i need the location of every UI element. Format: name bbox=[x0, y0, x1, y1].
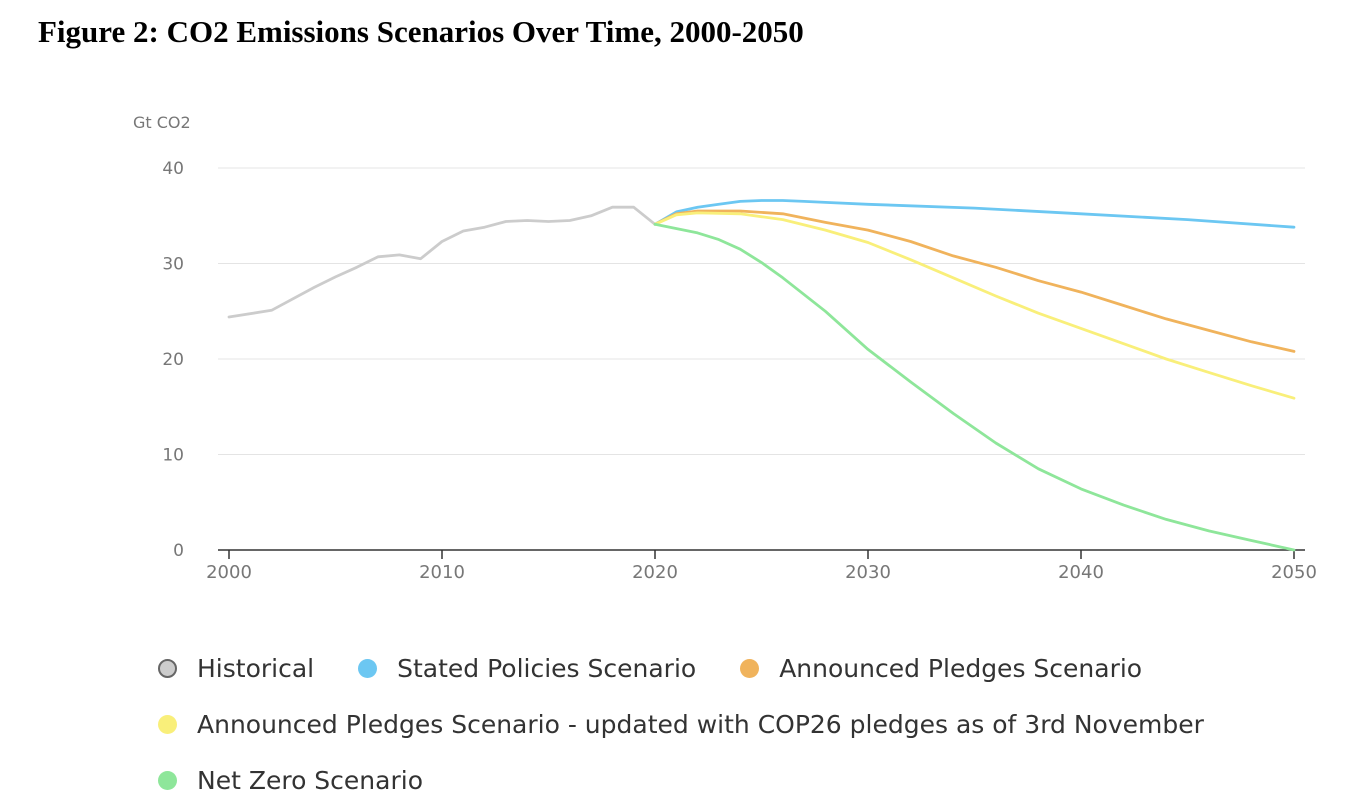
x-tick-label-2040: 2040 bbox=[1058, 562, 1104, 583]
series-lines bbox=[227, 199, 1296, 552]
legend-item[interactable]: Announced Pledges Scenario bbox=[740, 654, 1142, 683]
x-tick-label-2020: 2020 bbox=[632, 562, 678, 583]
x-tick-label-2050: 2050 bbox=[1271, 562, 1317, 583]
legend-label: Historical bbox=[197, 653, 315, 683]
legend-item[interactable]: Net Zero Scenario bbox=[158, 766, 423, 795]
legend-row: Net Zero Scenario bbox=[158, 752, 1248, 808]
y-tick-label-30: 30 bbox=[162, 255, 184, 275]
series-line-announced-pledges-scenario bbox=[653, 209, 1296, 353]
x-tick-label-2030: 2030 bbox=[845, 562, 891, 583]
x-axis: 2000 2010 2020 2030 2040 2050 bbox=[206, 549, 1317, 583]
legend-marker-icon bbox=[158, 770, 177, 790]
y-tick-label-0: 0 bbox=[173, 541, 184, 561]
series-line-historical bbox=[227, 205, 657, 319]
figure-title: Figure 2: CO2 Emissions Scenarios Over T… bbox=[38, 14, 804, 49]
legend-marker-icon bbox=[158, 714, 177, 734]
legend-row: Historical Stated Policies Scenario Announ… bbox=[158, 640, 1248, 696]
series-line-stated-policies-scenario bbox=[653, 199, 1296, 229]
series-line-net-zero-scenario bbox=[653, 222, 1296, 552]
legend-label: Announced Pledges Scenario bbox=[779, 653, 1143, 683]
legend-marker-icon bbox=[740, 658, 760, 678]
legend-marker-icon bbox=[358, 658, 378, 678]
y-tick-label-10: 10 bbox=[162, 446, 184, 466]
legend-item[interactable]: Announced Pledges Scenario - updated wit… bbox=[158, 710, 1204, 739]
x-tick-label-2010: 2010 bbox=[419, 562, 465, 583]
chart-legend: Historical Stated Policies Scenario Announ… bbox=[158, 640, 1248, 808]
legend-marker-icon bbox=[158, 658, 177, 678]
y-axis-unit-label: Gt CO2 bbox=[133, 113, 191, 132]
series-line-announced-pledges-scenario-updated-with- bbox=[653, 211, 1296, 400]
x-tick-label-2000: 2000 bbox=[206, 562, 252, 583]
legend-label: Net Zero Scenario bbox=[197, 765, 423, 795]
y-tick-label-20: 20 bbox=[162, 350, 184, 370]
y-tick-label-40: 40 bbox=[162, 159, 184, 179]
legend-row: Announced Pledges Scenario - updated wit… bbox=[158, 696, 1248, 752]
legend-label: Stated Policies Scenario bbox=[397, 653, 697, 683]
legend-item[interactable]: Historical bbox=[158, 654, 314, 683]
legend-label: Announced Pledges Scenario - updated wit… bbox=[197, 709, 1204, 739]
y-axis-tick-labels: 0 10 20 30 40 bbox=[162, 159, 184, 561]
legend-item[interactable]: Stated Policies Scenario bbox=[358, 654, 696, 683]
